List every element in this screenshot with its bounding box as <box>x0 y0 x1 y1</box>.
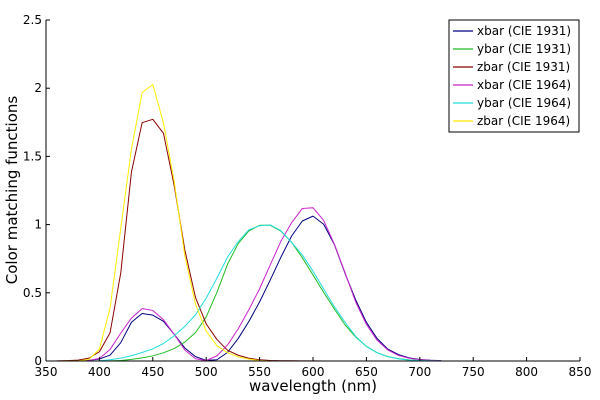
x-tick-label: 450 <box>141 365 164 379</box>
x-tick-label: 750 <box>462 365 485 379</box>
x-tick-label: 500 <box>195 365 218 379</box>
y-tick-label: 2 <box>34 81 42 95</box>
y-tick-label: 2.5 <box>23 13 42 27</box>
x-tick-label: 600 <box>302 365 325 379</box>
y-tick-label: 0.5 <box>23 286 42 300</box>
y-axis-title: Color matching functions <box>3 96 21 285</box>
y-tick-label: 0 <box>34 354 42 368</box>
x-tick-label: 850 <box>569 365 592 379</box>
legend-box <box>448 19 580 133</box>
legend-label-1: xbar (CIE 1931) <box>477 24 571 38</box>
legend-label-2: ybar (CIE 1931) <box>477 42 571 56</box>
x-tick-label: 350 <box>35 365 58 379</box>
x-tick-label: 800 <box>515 365 538 379</box>
legend-label-4: xbar (CIE 1964) <box>477 78 571 92</box>
x-tick-label: 550 <box>248 365 271 379</box>
x-axis-title: wavelength (nm) <box>249 377 377 395</box>
y-tick-label: 1.5 <box>23 149 42 163</box>
axes-layer: 350 400 450 500 550 600 650 700 750 800 850 0 0.5 1 1.… <box>23 13 592 379</box>
legend-label-3: zbar (CIE 1931) <box>477 60 570 74</box>
x-tick-label: 700 <box>408 365 431 379</box>
x-tick-label: 650 <box>355 365 378 379</box>
x-tick-label: 400 <box>88 365 111 379</box>
legend-label-5: ybar (CIE 1964) <box>477 96 571 110</box>
y-tick-label: 1 <box>34 218 42 232</box>
legend: xbar (CIE 1931) ybar (CIE 1931) zbar (CIE … <box>448 19 580 133</box>
series-line-4 <box>56 207 442 362</box>
series-line-5 <box>56 224 442 362</box>
series-line-1 <box>56 215 442 362</box>
legend-label-6: zbar (CIE 1964) <box>477 114 570 128</box>
